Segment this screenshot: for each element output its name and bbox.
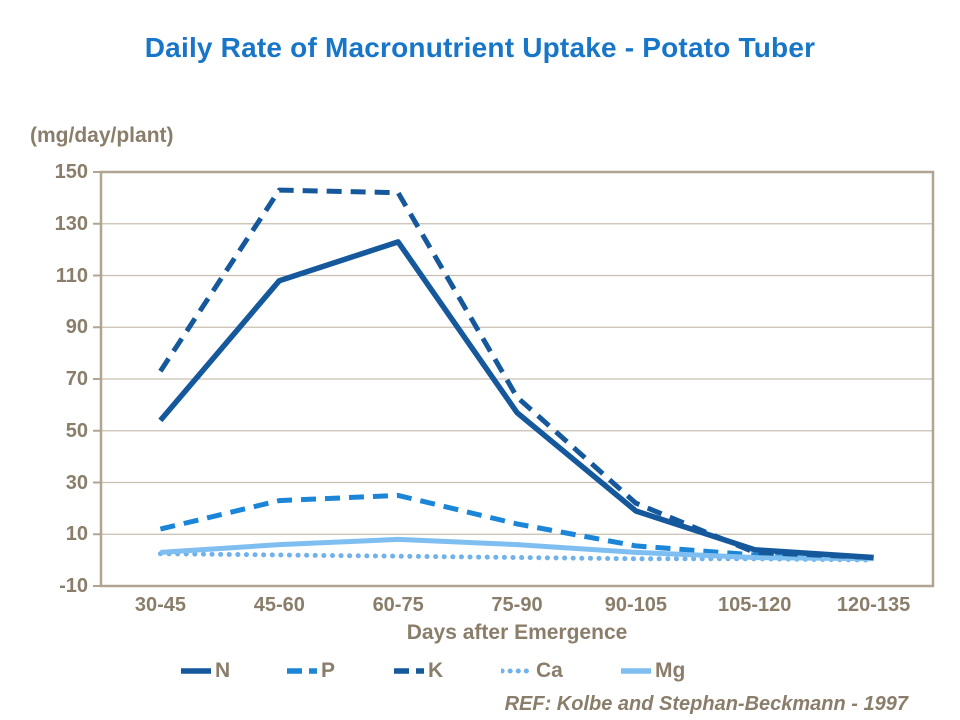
series-line-K [158, 187, 874, 560]
legend-swatch-P-icon [287, 668, 317, 674]
legend-label: K [428, 659, 444, 682]
y-tick-label: 10 [65, 523, 88, 546]
legend-item-Ca: Ca [501, 658, 563, 684]
x-category-label: 60-75 [372, 594, 424, 616]
y-tick-label: 150 [54, 161, 88, 183]
y-axis-unit-label: (mg/day/plant) [30, 124, 174, 147]
legend-item-K: K [393, 658, 443, 684]
legend-item-N: N [180, 658, 230, 684]
legend-swatch-Ca-icon [501, 668, 533, 674]
legend-label: Ca [536, 659, 563, 682]
x-category-label: 75-90 [491, 594, 543, 616]
legend-swatch-N-icon [181, 668, 211, 674]
series-line-Mg [160, 536, 874, 562]
y-tick-label: 50 [65, 419, 88, 442]
legend-label: P [321, 659, 336, 682]
y-tick-label: 70 [65, 368, 88, 390]
legend-swatch-Mg-icon [621, 668, 651, 674]
reference-note: REF: Kolbe and Stephan-Beckmann - 1997 [504, 693, 908, 715]
legend-label: N [215, 659, 231, 682]
x-category-label: 30-45 [134, 594, 186, 616]
y-tick-label: 90 [65, 316, 88, 339]
y-tick-label: 30 [65, 471, 88, 494]
x-category-label: 120-135 [836, 594, 911, 616]
x-axis-title: Days after Emergence [406, 621, 628, 644]
legend-item-Mg: Mg [620, 658, 685, 684]
x-category-label: 105-120 [718, 594, 792, 616]
legend-label: Mg [655, 659, 686, 682]
series-line-N [158, 239, 874, 561]
chart-title: Daily Rate of Macronutrient Uptake - Pot… [144, 32, 816, 63]
y-tick-label: 130 [54, 212, 88, 235]
legend-swatch-K-icon [394, 668, 424, 674]
x-category-label: 90-105 [604, 594, 667, 616]
plot-border [99, 170, 935, 588]
y-tick-label: -10 [59, 575, 88, 597]
x-category-label: 45-60 [253, 594, 305, 616]
y-tick-label: 110 [55, 264, 88, 287]
legend-item-P: P [286, 658, 335, 684]
